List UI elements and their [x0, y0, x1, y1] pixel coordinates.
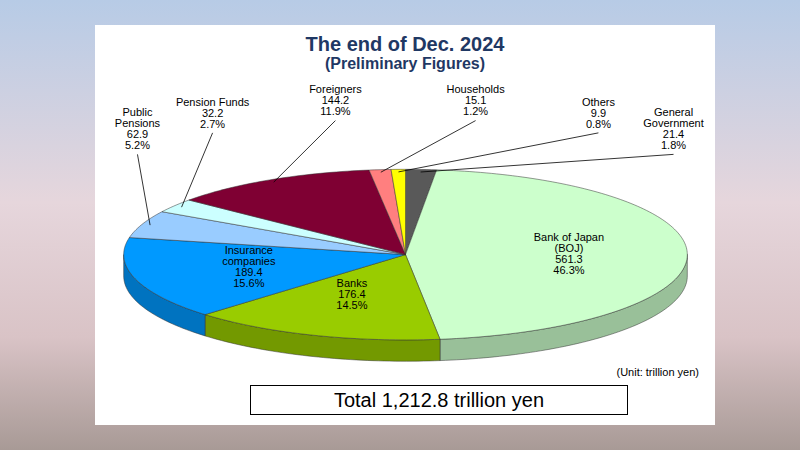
- svg-text:Others9.90.8%: Others9.90.8%: [582, 96, 616, 130]
- html-text:(Preliminary Figures): (Preliminary Figures): [325, 55, 485, 72]
- html-text:Total 1,212.8 trillion yen: Total 1,212.8 trillion yen: [333, 389, 545, 411]
- svg-text:GeneralGovernment21.41.8%: GeneralGovernment21.41.8%: [643, 106, 704, 151]
- svg-text:Pension Funds32.22.7%: Pension Funds32.22.7%: [176, 96, 250, 130]
- svg-text:Insurancecompanies189.415.6%: Insurancecompanies189.415.6%: [222, 244, 276, 289]
- svg-text:PublicPensions62.95.2%: PublicPensions62.95.2%: [115, 106, 161, 151]
- svg-text:Bank of Japan(BOJ)561.346.3%: Bank of Japan(BOJ)561.346.3%: [534, 231, 604, 276]
- svg-text:Foreigners144.211.9%: Foreigners144.211.9%: [309, 83, 362, 117]
- svg-text:Households15.11.2%: Households15.11.2%: [447, 83, 506, 117]
- svg-text:Banks176.414.5%: Banks176.414.5%: [336, 277, 367, 311]
- html-text:The end of Dec. 2024: The end of Dec. 2024: [305, 33, 505, 55]
- html-text:(Unit: trillion yen): (Unit: trillion yen): [616, 366, 699, 378]
